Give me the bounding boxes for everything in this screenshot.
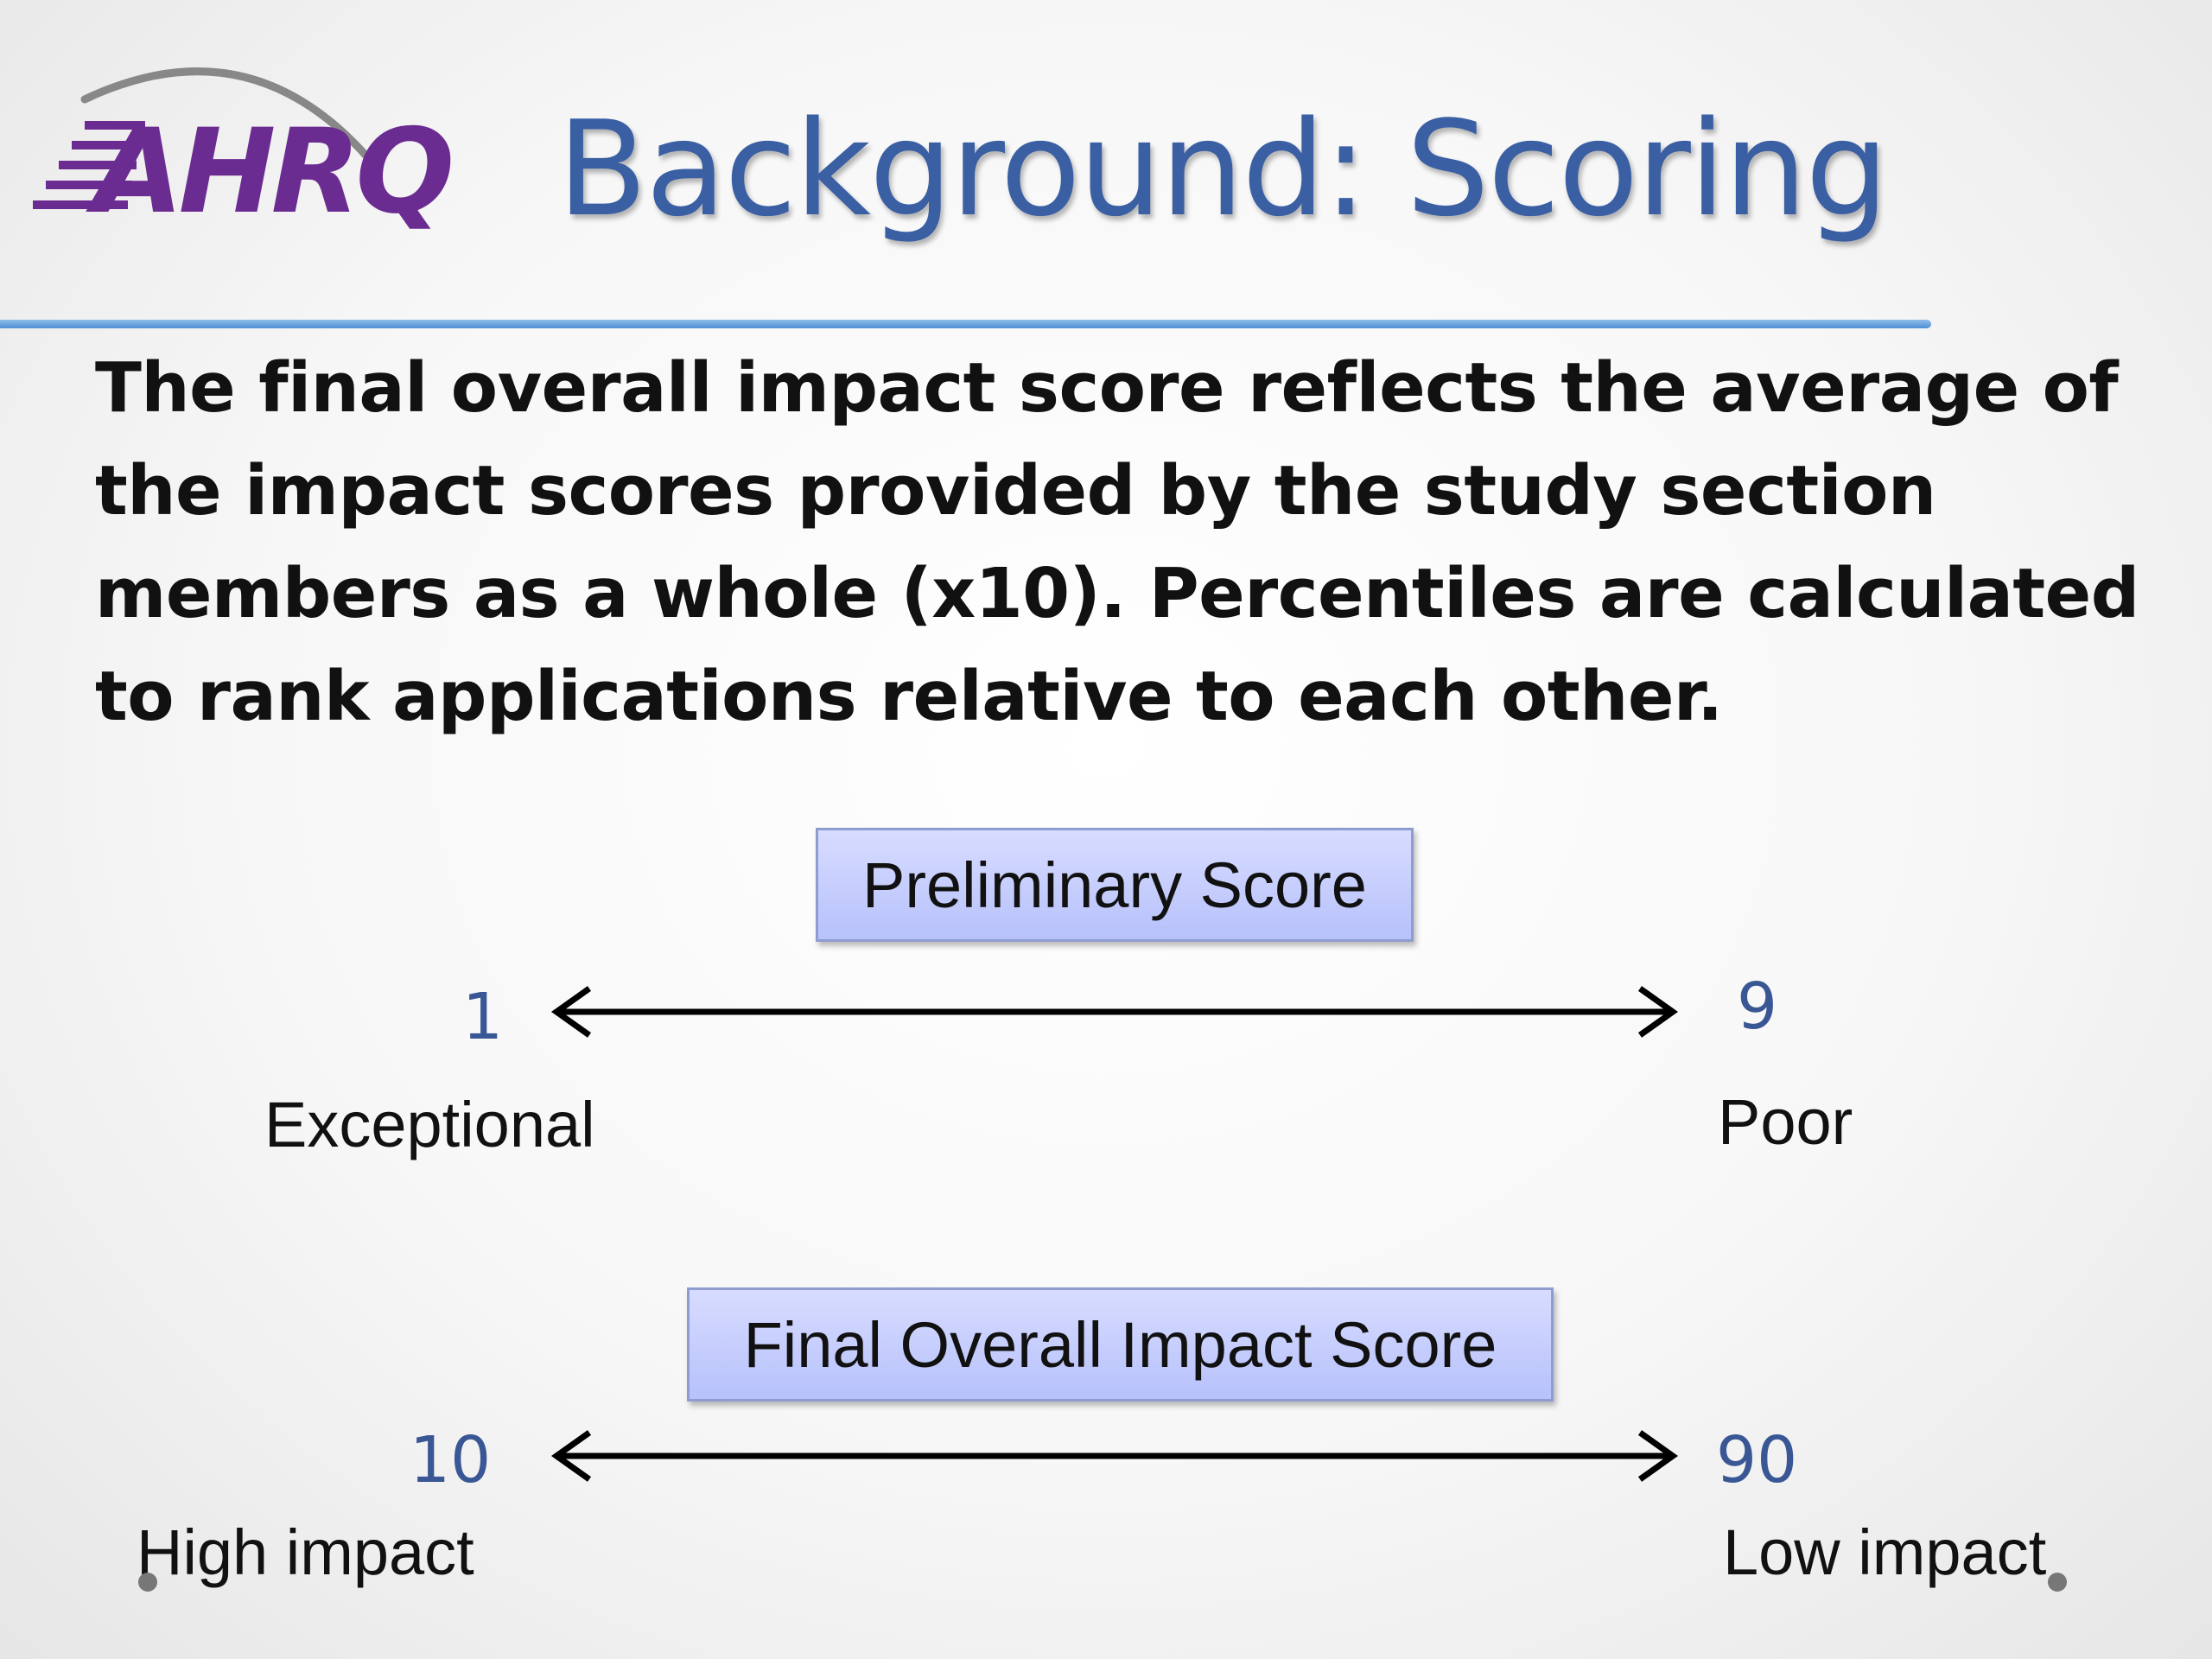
preliminary-min-value: 1	[462, 980, 504, 1054]
resize-handle-right[interactable]	[2048, 1573, 2067, 1592]
intro-paragraph: The final overall impact score reflects …	[95, 348, 2139, 736]
preliminary-score-box: Preliminary Score	[816, 828, 1414, 942]
final-min-value: 10	[410, 1423, 492, 1497]
final-score-box: Final Overall Impact Score	[687, 1287, 1554, 1402]
final-max-value: 90	[1716, 1423, 1798, 1497]
resize-handle-left[interactable]	[138, 1573, 157, 1592]
title-divider	[0, 320, 1931, 328]
preliminary-max-label: Poor	[1718, 1086, 1853, 1158]
ahrq-logo: AHRQ	[33, 48, 456, 239]
preliminary-scale-arrow	[550, 986, 1679, 1038]
final-max-label: Low impact	[1723, 1516, 2047, 1588]
svg-text:AHRQ: AHRQ	[86, 104, 450, 229]
final-scale-arrow	[550, 1430, 1679, 1482]
preliminary-max-value: 9	[1737, 969, 1778, 1044]
preliminary-min-label: Exceptional	[264, 1089, 595, 1160]
final-min-label: High impact	[137, 1516, 474, 1588]
slide-title: Background: Scoring	[557, 92, 1889, 245]
